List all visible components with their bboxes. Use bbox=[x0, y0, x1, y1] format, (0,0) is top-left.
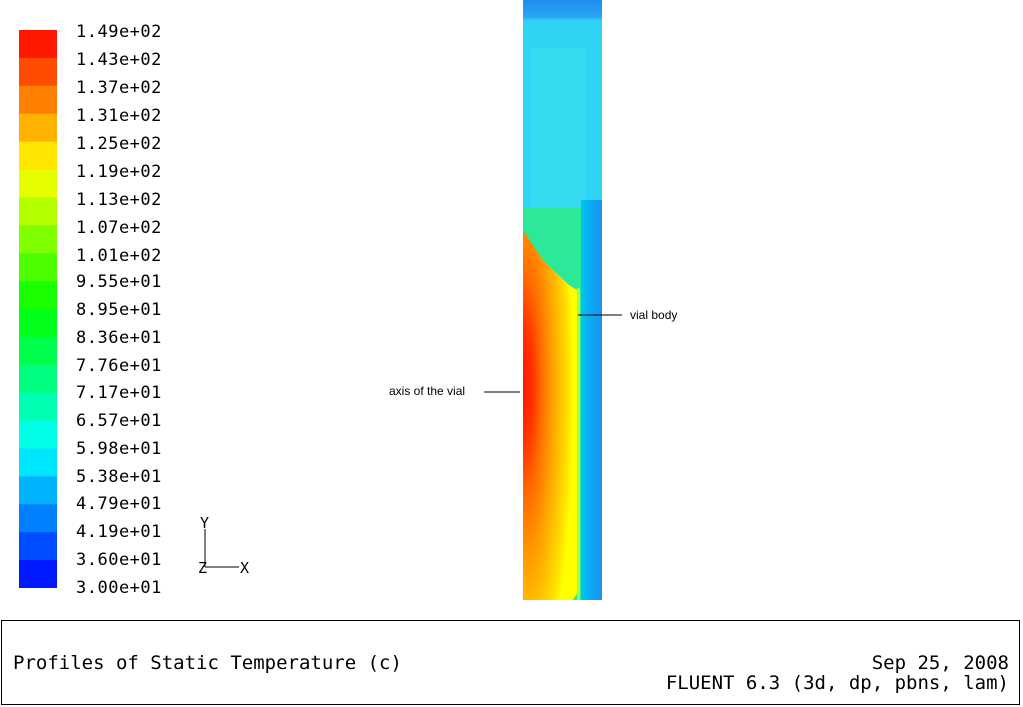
colorbar-band bbox=[19, 420, 57, 450]
axes-triad: Y X Z bbox=[198, 515, 249, 577]
colorbar-band bbox=[19, 336, 57, 366]
colorbar-band bbox=[19, 281, 57, 310]
colorbar-tick-label: 8.36e+01 bbox=[76, 327, 162, 348]
vial-axis-label: axis of the vial bbox=[389, 384, 466, 398]
colorbar-band bbox=[19, 392, 57, 422]
temperature-colorbar bbox=[19, 30, 57, 588]
colorbar-band bbox=[19, 225, 57, 254]
colorbar-tick-label: 5.38e+01 bbox=[76, 466, 162, 487]
plot-footer: Profiles of Static Temperature (c) Sep 2… bbox=[1, 620, 1020, 705]
colorbar-tick-label: 3.60e+01 bbox=[76, 550, 162, 570]
colorbar-tick-label: 1.49e+02 bbox=[76, 22, 162, 42]
colorbar-band bbox=[19, 560, 57, 588]
hot-core bbox=[523, 230, 579, 600]
colorbar-band bbox=[19, 57, 57, 87]
vial-body-label: vial body bbox=[630, 308, 678, 322]
plot-date: Sep 25, 2008 bbox=[871, 652, 1009, 674]
wall-edge bbox=[577, 288, 580, 600]
z-axis-label: Z bbox=[198, 559, 207, 577]
colorbar-tick-label: 4.79e+01 bbox=[76, 494, 162, 515]
colorbar-tick-label: 7.17e+01 bbox=[76, 383, 162, 404]
colorbar-band bbox=[19, 169, 57, 198]
colorbar-band bbox=[19, 141, 57, 171]
colorbar-tick-label: 1.19e+02 bbox=[76, 162, 162, 183]
temperature-contour-field bbox=[523, 0, 602, 600]
colorbar-tick-label: 5.98e+01 bbox=[76, 438, 162, 459]
colorbar-tick-label: 7.76e+01 bbox=[76, 355, 162, 376]
colorbar-tick-label: 4.19e+01 bbox=[76, 522, 162, 543]
colorbar-band bbox=[19, 532, 57, 561]
vial-wall bbox=[581, 200, 602, 600]
colorbar-tick-label: 1.07e+02 bbox=[76, 218, 162, 239]
colorbar-band bbox=[19, 476, 57, 505]
colorbar-band bbox=[19, 113, 57, 143]
y-axis-label: Y bbox=[200, 515, 209, 532]
colorbar-tick-label: 1.25e+02 bbox=[76, 134, 162, 155]
colorbar-tick-label: 8.95e+01 bbox=[76, 300, 162, 320]
colorbar-band bbox=[19, 364, 57, 394]
colorbar-band bbox=[19, 309, 57, 338]
colorbar-tick-label: 1.43e+02 bbox=[76, 50, 162, 70]
colorbar-band bbox=[19, 197, 57, 226]
colorbar-band bbox=[19, 504, 57, 533]
colorbar-tick-label: 1.37e+02 bbox=[76, 78, 162, 99]
colorbar-tick-label: 6.57e+01 bbox=[76, 411, 162, 432]
colorbar-band bbox=[19, 253, 57, 282]
colorbar-band bbox=[19, 85, 57, 115]
colorbar-band bbox=[19, 30, 57, 59]
upper-cap bbox=[531, 48, 586, 208]
colorbar-tick-label: 1.31e+02 bbox=[76, 106, 162, 127]
colorbar-tick-label: 9.55e+01 bbox=[76, 272, 162, 292]
plot-title: Profiles of Static Temperature (c) bbox=[13, 652, 402, 674]
colorbar-tick-label: 1.13e+02 bbox=[76, 190, 162, 211]
x-axis-label: X bbox=[240, 559, 249, 577]
colorbar-tick-label: 3.00e+01 bbox=[76, 578, 162, 598]
colorbar-tick-label: 1.01e+02 bbox=[76, 246, 162, 267]
solver-info: FLUENT 6.3 (3d, dp, pbns, lam) bbox=[665, 672, 1009, 694]
colorbar-band bbox=[19, 448, 57, 477]
